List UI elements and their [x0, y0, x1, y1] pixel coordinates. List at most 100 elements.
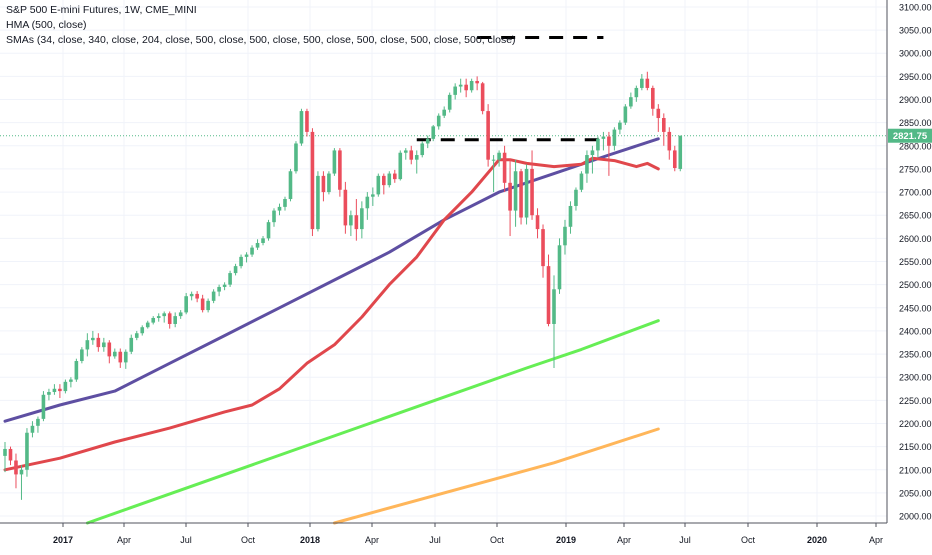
y-tick-label: 2100.00: [899, 465, 932, 475]
candle-body: [579, 173, 584, 190]
sma-blue-line: [3, 137, 660, 423]
candle-body: [96, 337, 101, 348]
candle-body: [189, 293, 194, 297]
x-tick-label: Jul: [679, 535, 691, 545]
y-tick-label: 2400.00: [899, 326, 932, 336]
candle-body: [431, 126, 436, 139]
price-axis[interactable]: 2000.00 2050.00 2100.00 2150.00 2200.00 2250.…: [886, 0, 932, 523]
candle-body: [343, 189, 348, 226]
y-tick-label: 3050.00: [899, 26, 932, 36]
candle-body: [596, 138, 600, 151]
candle-body: [217, 286, 221, 292]
x-tick-label: Apr: [869, 535, 883, 545]
candle-body: [107, 342, 112, 357]
candle-body: [552, 289, 556, 324]
candle-body: [601, 136, 606, 139]
candle-body: [607, 136, 611, 146]
candle-body: [321, 175, 326, 193]
time-axis[interactable]: 2017 Apr Jul Oct 2018 Apr Jul Oct 2019 Apr Jul Oct 2…: [0, 522, 887, 545]
x-tick-label: Jul: [429, 535, 441, 545]
candle-body: [332, 150, 337, 174]
candle-body: [299, 111, 304, 144]
candle-body: [508, 182, 512, 211]
candle-body: [156, 316, 161, 318]
candle-body: [19, 469, 24, 475]
smas-legend[interactable]: SMAs (34, close, 340, close, 204, close,…: [6, 34, 516, 46]
candle-body: [36, 418, 40, 426]
candle-body: [52, 388, 57, 393]
candle-body: [250, 247, 254, 255]
candle-body: [178, 312, 183, 317]
candle-body: [63, 381, 68, 392]
candle-body: [277, 206, 282, 211]
candle-body: [305, 111, 309, 132]
sma-orange-line: [332, 427, 660, 525]
candle-body: [436, 115, 441, 127]
candle-body: [563, 226, 567, 246]
candle-body: [645, 78, 650, 88]
candle-body: [365, 196, 370, 209]
y-tick-label: 2350.00: [899, 350, 932, 360]
candle-body: [469, 80, 474, 91]
candle-body: [464, 84, 468, 91]
legend: S&P 500 E-mini Futures, 1W, CME_MINI HMA…: [6, 3, 516, 48]
candle-body: [195, 293, 199, 299]
x-tick-label: 2017: [53, 535, 73, 545]
candle-body: [80, 349, 84, 362]
candle-body: [618, 122, 622, 130]
candle-body: [14, 460, 18, 475]
candle-body: [585, 155, 589, 174]
candle-body: [497, 152, 501, 160]
candle-body: [261, 238, 265, 243]
candle-body: [145, 322, 150, 328]
x-tick-label: 2018: [300, 535, 320, 545]
candle-body: [113, 351, 117, 357]
hma-legend[interactable]: HMA (500, close): [6, 19, 87, 31]
candle-body: [519, 171, 523, 218]
hma-line: [3, 156, 660, 472]
candle-body: [8, 448, 13, 461]
candle-body: [206, 300, 210, 311]
candle-body: [173, 316, 177, 324]
candle-body: [640, 78, 644, 88]
candle-body: [590, 150, 595, 156]
candle-body: [30, 425, 35, 433]
y-tick-label: 2500.00: [899, 280, 932, 290]
candle-body: [524, 168, 529, 218]
candle-body: [69, 379, 73, 382]
candle-body: [568, 205, 573, 227]
last-price-badge: [888, 128, 932, 143]
y-tick-label: 3100.00: [899, 2, 932, 12]
x-tick-label: Apr: [117, 535, 131, 545]
y-tick-label: 2750.00: [899, 164, 932, 174]
candle-body: [162, 313, 167, 317]
candle-body: [123, 351, 128, 363]
candle-body: [530, 168, 534, 216]
candle-body: [546, 266, 551, 324]
candle-body: [266, 222, 271, 239]
candle-body: [672, 150, 677, 169]
x-tick-label: Apr: [365, 535, 379, 545]
x-tick-label: Oct: [241, 535, 256, 545]
candle-body: [398, 152, 403, 180]
x-tick-label: Oct: [741, 535, 756, 545]
candle-body: [491, 159, 496, 161]
candle-body: [382, 175, 386, 186]
candle-body: [47, 392, 51, 395]
symbol-title[interactable]: S&P 500 E-mini Futures, 1W, CME_MINI: [6, 4, 197, 16]
candle-body: [151, 317, 156, 323]
y-tick-label: 2800.00: [899, 141, 932, 151]
candle-body: [376, 175, 381, 195]
candle-body: [184, 296, 188, 313]
candle-body: [634, 87, 639, 98]
candle-body: [338, 150, 342, 190]
candle-body: [25, 432, 29, 470]
candle-body: [535, 215, 540, 230]
grid: [0, 0, 887, 523]
candle-body: [458, 84, 463, 87]
candle-body: [502, 152, 507, 183]
candle-body: [349, 215, 353, 226]
candle-body: [3, 448, 7, 456]
